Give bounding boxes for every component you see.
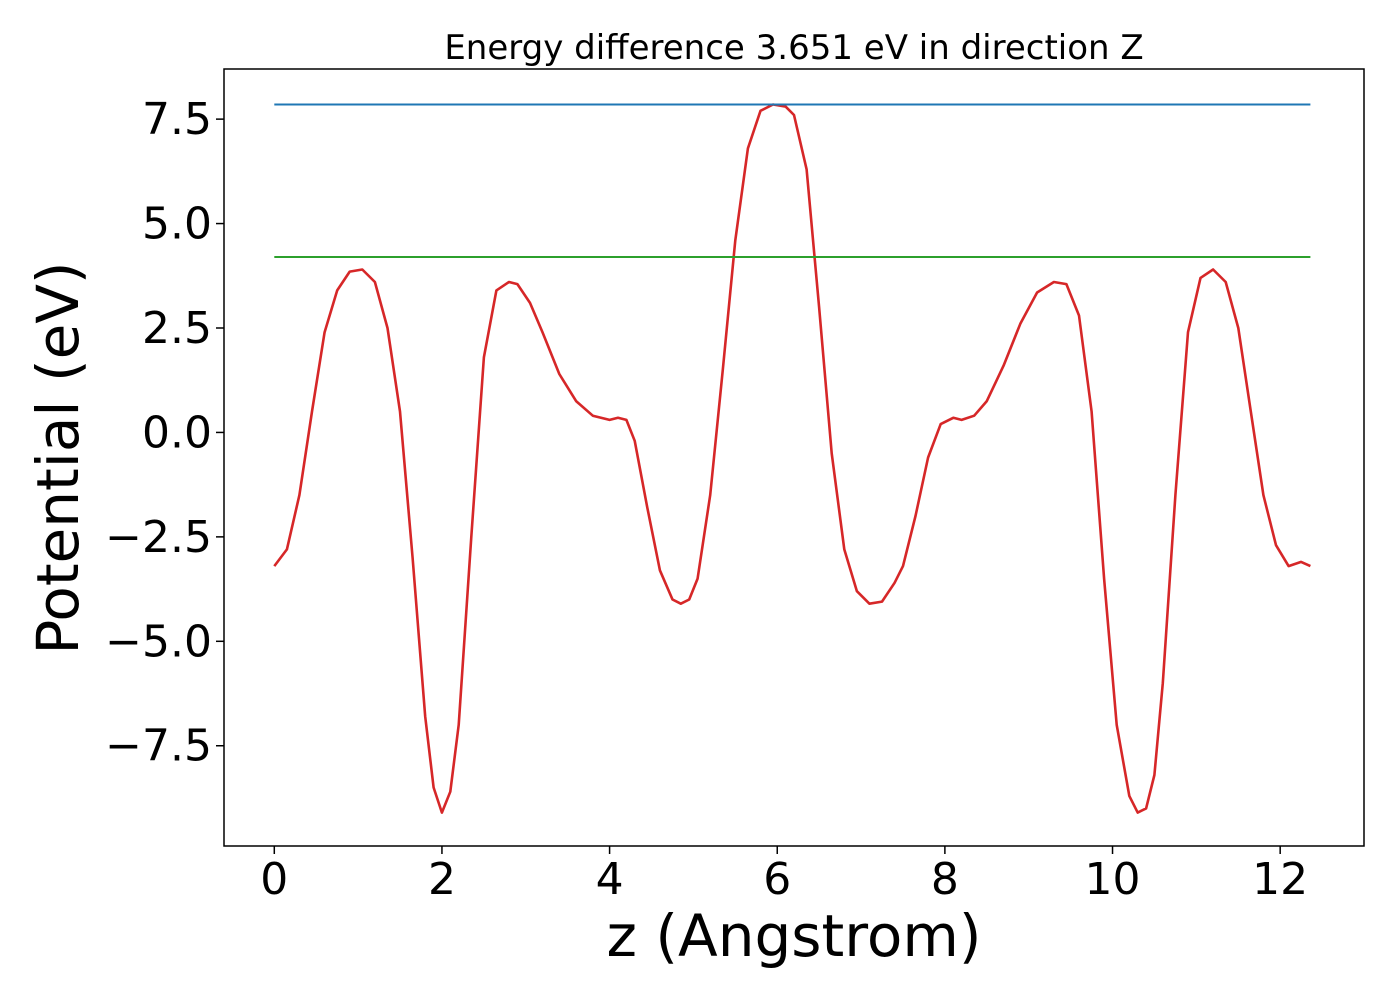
y-tick-label: −2.5	[105, 512, 212, 563]
chart-title: Energy difference 3.651 eV in direction …	[444, 28, 1143, 68]
y-tick-label: −5.0	[105, 616, 212, 667]
y-tick-label: 2.5	[142, 303, 212, 354]
x-axis-ticks: 0 2 4 6 8 10 12	[260, 846, 1308, 905]
potential-curve	[273, 103, 1311, 814]
y-tick-label: 5.0	[142, 199, 212, 250]
x-tick-label: 2	[428, 854, 456, 905]
y-tick-label: −7.5	[105, 721, 212, 772]
x-tick-label: 4	[596, 854, 624, 905]
x-tick-label: 12	[1252, 854, 1308, 905]
x-tick-label: 6	[763, 854, 791, 905]
y-axis-label: Potential (eV)	[24, 261, 92, 654]
y-tick-label: 7.5	[142, 94, 212, 145]
series-layer	[273, 103, 1311, 814]
x-axis-label: z (Angstrom)	[607, 902, 982, 970]
x-tick-label: 10	[1085, 854, 1141, 905]
x-tick-label: 0	[260, 854, 288, 905]
x-tick-label: 8	[931, 854, 959, 905]
axes-frame	[223, 68, 1365, 847]
y-tick-label: 0.0	[142, 407, 212, 458]
y-axis-ticks: −7.5 −5.0 −2.5 0.0 2.5 5.0 7.5	[105, 94, 224, 772]
